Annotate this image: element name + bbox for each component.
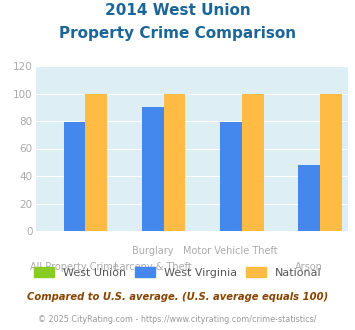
Text: © 2025 CityRating.com - https://www.cityrating.com/crime-statistics/: © 2025 CityRating.com - https://www.city… xyxy=(38,315,317,324)
Text: Motor Vehicle Theft: Motor Vehicle Theft xyxy=(184,246,278,256)
Bar xyxy=(320,93,342,231)
Text: Compared to U.S. average. (U.S. average equals 100): Compared to U.S. average. (U.S. average … xyxy=(27,292,328,302)
Text: Burglary: Burglary xyxy=(132,246,173,256)
Text: All Property Crime: All Property Crime xyxy=(30,262,119,272)
Bar xyxy=(142,107,164,231)
Bar xyxy=(64,122,86,231)
Bar xyxy=(164,93,185,231)
Bar xyxy=(298,165,320,231)
Text: Arson: Arson xyxy=(295,262,323,272)
Bar xyxy=(242,93,263,231)
Text: 2014 West Union: 2014 West Union xyxy=(105,3,250,18)
Bar xyxy=(86,93,107,231)
Text: Larceny & Theft: Larceny & Theft xyxy=(114,262,192,272)
Bar xyxy=(220,122,242,231)
Legend: West Union, West Virginia, National: West Union, West Virginia, National xyxy=(29,263,326,282)
Text: Property Crime Comparison: Property Crime Comparison xyxy=(59,26,296,41)
